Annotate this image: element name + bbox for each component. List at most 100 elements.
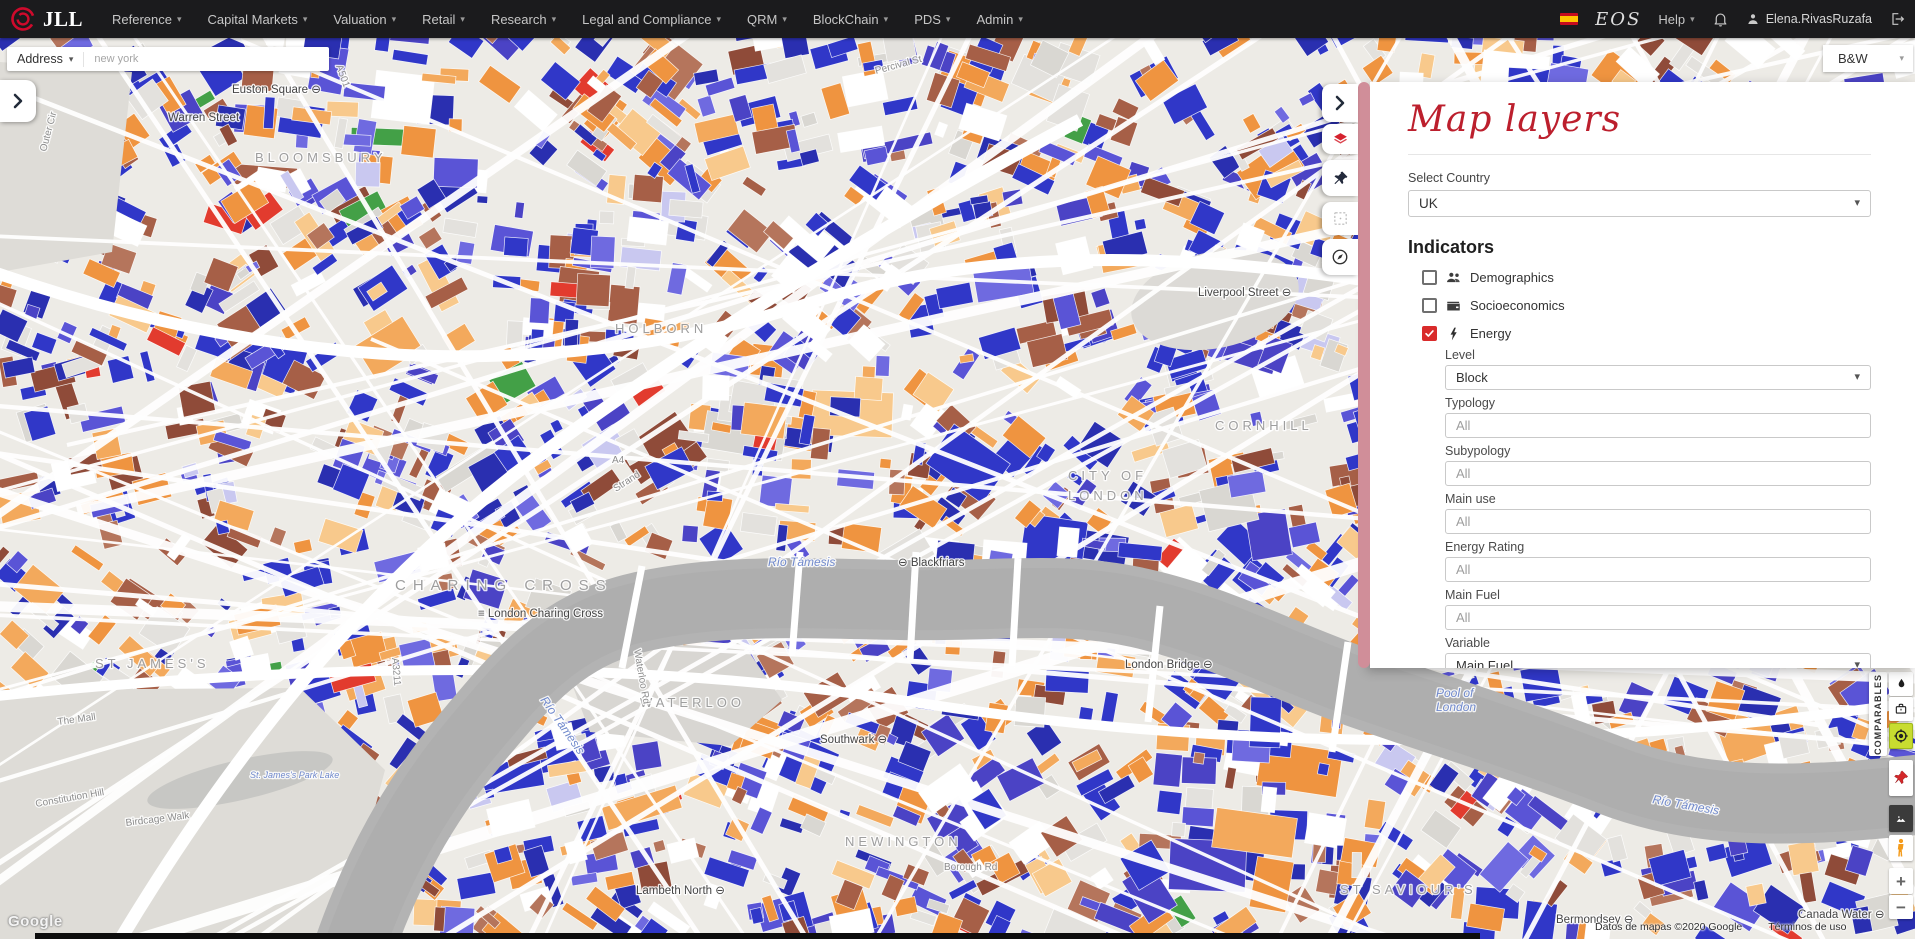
- checkbox-checked[interactable]: [1422, 326, 1437, 341]
- caret-down-icon: ▾: [945, 13, 951, 24]
- caret-down-icon: ▾: [460, 13, 465, 24]
- selection-box-icon: [1332, 210, 1349, 227]
- tool-pushpin-button[interactable]: [1322, 160, 1358, 196]
- tool-layers-button[interactable]: [1322, 124, 1358, 154]
- user-icon: [1748, 14, 1758, 24]
- tool-red-pushpin-button[interactable]: [1889, 760, 1913, 796]
- spain-flag-icon[interactable]: [1560, 13, 1579, 25]
- caret-down-icon: ▾: [1854, 197, 1860, 209]
- nav-menu-valuation[interactable]: Valuation ▾: [320, 0, 409, 38]
- map-label: London: [1436, 700, 1476, 714]
- zoom-out-button[interactable]: −: [1889, 895, 1913, 919]
- caret-down-icon: ▾: [782, 13, 787, 24]
- bolt-icon: [1445, 325, 1462, 342]
- comparables-tab[interactable]: COMPARABLES: [1869, 672, 1887, 756]
- search-input[interactable]: [84, 53, 329, 65]
- address-type-label: Address: [17, 52, 63, 66]
- chevron-right-icon: [13, 93, 23, 109]
- tool-pegman-button[interactable]: [1889, 835, 1913, 861]
- field-label: Energy Rating: [1445, 540, 1525, 554]
- checkbox-unchecked[interactable]: [1422, 270, 1437, 285]
- user-menu[interactable]: Elena.RivasRuzafa: [1746, 12, 1872, 26]
- tool-chevron-right-button[interactable]: [1322, 84, 1358, 122]
- checkbox-unchecked[interactable]: [1422, 298, 1437, 313]
- field-label: Subypology: [1445, 444, 1511, 458]
- nav-menu-capital-markets[interactable]: Capital Markets ▾: [195, 0, 321, 38]
- caret-down-icon: ▾: [1899, 53, 1904, 63]
- map-label: St. James's Park Lake: [250, 770, 339, 780]
- field-label: Variable: [1445, 636, 1490, 650]
- country-select[interactable]: UK ▾: [1408, 190, 1871, 217]
- tool-briefcase-button[interactable]: [1889, 697, 1913, 721]
- map-label: London Bridge ⊖: [1125, 659, 1213, 671]
- address-type-dropdown[interactable]: Address ▾: [7, 52, 83, 66]
- map-label: CHARING CROSS: [395, 577, 613, 594]
- indicator-energy[interactable]: Energy: [1422, 325, 1871, 342]
- indicator-socioeconomics[interactable]: Socioeconomics: [1422, 297, 1871, 314]
- basemap-style-value: B&W: [1838, 51, 1868, 66]
- field-input[interactable]: All: [1445, 557, 1871, 582]
- indicator-label: Socioeconomics: [1470, 298, 1565, 313]
- field-label: Typology: [1445, 396, 1496, 410]
- panel-side-toolbar: [1322, 84, 1358, 275]
- nav-menu-retail[interactable]: Retail ▾: [409, 0, 478, 38]
- map-label: Euston Square ⊖: [232, 84, 321, 96]
- pushpin-icon: [1332, 170, 1349, 187]
- expand-left-panel-button[interactable]: [0, 80, 36, 122]
- nav-menu-admin[interactable]: Admin ▾: [963, 0, 1035, 38]
- field-main-fuel: Main Fuel All: [1445, 588, 1871, 630]
- pegman-icon: [1895, 838, 1907, 858]
- panel-scrollbar[interactable]: [1358, 82, 1370, 668]
- nav-menu-reference[interactable]: Reference ▾: [99, 0, 195, 38]
- tool-target-button[interactable]: [1889, 723, 1913, 749]
- chevron-right-icon: [1331, 94, 1349, 112]
- map-layers-panel: Map layers Select Country UK ▾ Indicator…: [1370, 82, 1915, 668]
- nav-menu-qrm[interactable]: QRM ▾: [734, 0, 800, 38]
- tool-selection-box-button[interactable]: [1322, 202, 1358, 235]
- zoom-out-button-glyph: −: [1896, 897, 1906, 917]
- map-label: CITY OF: [1068, 468, 1147, 483]
- eos-logo[interactable]: EOS: [1595, 8, 1642, 30]
- help-menu[interactable]: Help ▾: [1658, 0, 1694, 38]
- field-input[interactable]: All: [1445, 509, 1871, 534]
- select-country-label: Select Country: [1408, 171, 1490, 185]
- map-label: A4: [612, 455, 625, 466]
- nav-menu-legal-and-compliance[interactable]: Legal and Compliance ▾: [569, 0, 734, 38]
- tool-drop-button[interactable]: [1889, 672, 1913, 696]
- field-select[interactable]: Block ▾: [1445, 365, 1871, 390]
- terms-of-use-link[interactable]: Términos de uso: [1768, 921, 1847, 933]
- field-select[interactable]: Main Fuel ▾: [1445, 653, 1871, 668]
- caret-down-icon: ▾: [68, 53, 74, 64]
- red-pushpin-icon: [1892, 768, 1910, 788]
- field-input[interactable]: All: [1445, 461, 1871, 486]
- nav-menu-blockchain[interactable]: BlockChain ▾: [800, 0, 901, 38]
- map-label: ST SAVIOUR'S: [1340, 882, 1477, 897]
- address-search-bar: Address ▾: [7, 47, 329, 71]
- field-value: All: [1456, 562, 1471, 577]
- map-label: HOLBORN: [615, 321, 707, 336]
- nav-menu-research[interactable]: Research ▾: [478, 0, 569, 38]
- field-input[interactable]: All: [1445, 605, 1871, 630]
- map-label: ⊖ Blackfriars: [898, 557, 965, 569]
- logout-icon[interactable]: [1889, 11, 1905, 27]
- map-label: LONDON: [1068, 488, 1148, 503]
- field-typology: Typology All: [1445, 396, 1871, 438]
- energy-fields: Level Block ▾ Typology All Subypology All Main …: [1445, 348, 1871, 668]
- indicator-demographics[interactable]: Demographics: [1422, 269, 1871, 286]
- top-navbar: JLL Reference ▾ Capital Markets ▾ Valuation ▾…: [0, 0, 1915, 38]
- notifications-bell-icon[interactable]: [1712, 10, 1729, 28]
- caret-down-icon: ▾: [1690, 13, 1695, 24]
- zoom-in-button[interactable]: +: [1889, 868, 1913, 894]
- tool-compass-button[interactable]: [1322, 239, 1358, 275]
- basemap-style-dropdown[interactable]: B&W ▾: [1823, 45, 1913, 72]
- nav-menu-label: BlockChain: [812, 11, 879, 27]
- caret-down-icon: ▾: [1854, 659, 1860, 669]
- caret-down-icon: ▾: [1854, 371, 1860, 383]
- field-value: All: [1456, 466, 1471, 481]
- indicator-label: Energy: [1470, 326, 1512, 341]
- tool-photo-button[interactable]: [1889, 805, 1913, 832]
- field-input[interactable]: All: [1445, 413, 1871, 438]
- jll-logo[interactable]: JLL: [0, 6, 99, 32]
- map-label: NEWINGTON: [845, 834, 962, 849]
- nav-menu-pds[interactable]: PDS ▾: [901, 0, 963, 38]
